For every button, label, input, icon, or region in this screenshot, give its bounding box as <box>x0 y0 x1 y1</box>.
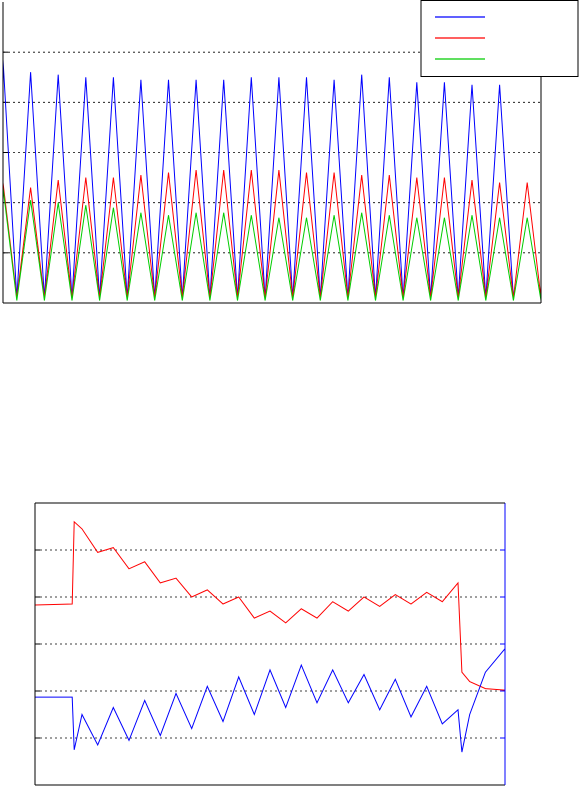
series-line <box>35 648 506 753</box>
series-line <box>34 520 506 691</box>
series-line <box>2 170 542 299</box>
series-line <box>2 187 542 301</box>
series-line <box>2 59 514 299</box>
